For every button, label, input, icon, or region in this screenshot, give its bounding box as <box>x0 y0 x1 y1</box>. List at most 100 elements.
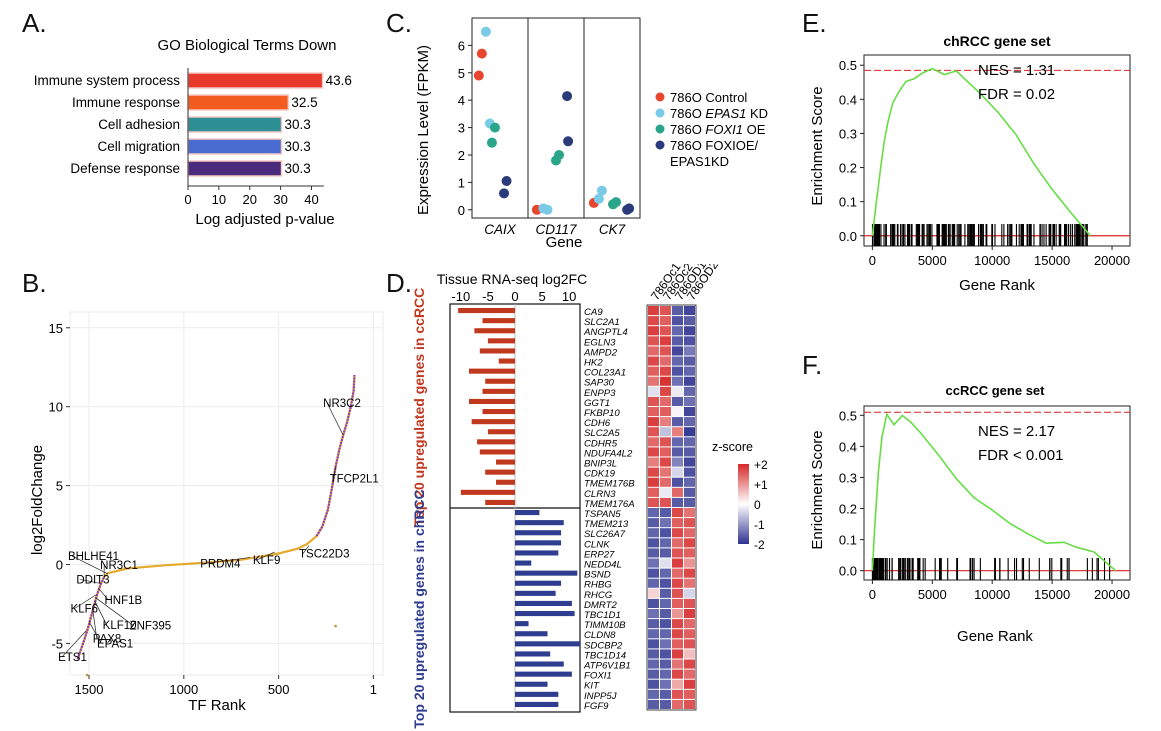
chart-d-heatmap-cell <box>648 619 659 629</box>
chart-d-heatmap-cell <box>648 639 659 649</box>
chart-d-heatmap-cell <box>684 447 695 457</box>
chart-a-category-label: Cell migration <box>97 139 180 154</box>
chart-d-heatmap-cell <box>684 679 695 689</box>
chart-c-legend-label: 786O FOXI1 OE <box>670 122 766 137</box>
chart-d-heatmap-cell <box>684 548 695 558</box>
chart-e-gsea: chRCC gene set 0.0 0.1 0.2 0.3 0.4 0.5 0 5000 10… <box>809 33 1131 294</box>
chart-d-bar-xtick-label: 10 <box>562 289 576 304</box>
chart-d-heatmap-cell <box>648 356 659 366</box>
chart-d-heatmap-cell <box>684 689 695 699</box>
chart-d-heatmap-cell <box>672 689 683 699</box>
chart-d-heatmap-cell <box>660 619 671 629</box>
chart-d-bar <box>485 499 515 505</box>
chart-c-category-label: CAIX <box>484 222 517 237</box>
chart-d-legend-tick: 0 <box>754 498 761 512</box>
chart-d-heatmap-cell <box>660 386 671 396</box>
chart-d-heatmap-cell <box>672 659 683 669</box>
chart-b-annotation-label: EPAS1 <box>97 638 133 650</box>
chart-e-ytick-label: 0.3 <box>839 126 857 141</box>
panel-label-c: C. <box>386 8 412 38</box>
chart-d-heatmap-cell <box>648 669 659 679</box>
chart-d-heatmap-cell <box>660 437 671 447</box>
chart-d-heatmap-cell <box>684 629 695 639</box>
chart-d-bar <box>515 651 551 657</box>
chart-d-bar <box>482 318 515 324</box>
chart-c-legend-label: 786O Control <box>670 90 747 105</box>
chart-f-ytick-label: 0.2 <box>839 502 857 517</box>
panel-label-f: F. <box>802 350 823 380</box>
chart-d-heatmap-cell <box>660 699 671 709</box>
chart-d-heatmap-cell <box>648 679 659 689</box>
chart-d-heatmap-cell <box>660 376 671 386</box>
chart-d-heatmap-cell <box>684 508 695 518</box>
chart-b-annotation-leader <box>204 557 251 564</box>
chart-b-annotation-leader <box>74 594 97 609</box>
chart-d-heatmap-cell <box>684 366 695 376</box>
chart-e-ytick-label: 0.1 <box>839 195 857 210</box>
chart-d-bar <box>515 560 532 566</box>
chart-d-heatmap-cell <box>660 639 671 649</box>
chart-d-heatmap-cell <box>684 568 695 578</box>
chart-d-heatmap-cell <box>684 487 695 497</box>
chart-d-bar <box>515 681 548 687</box>
chart-d-heatmap-cell <box>660 497 671 507</box>
chart-f-xtick-label: 10000 <box>974 587 1010 602</box>
chart-d-heatmap-cell <box>660 447 671 457</box>
chart-c-point <box>499 188 510 199</box>
chart-d-bar <box>487 429 515 435</box>
chart-c-legend-label: 786O EPAS1 KD <box>670 106 768 121</box>
chart-a-bar <box>187 160 283 177</box>
chart-d-heatmap-cell <box>648 336 659 346</box>
chart-b-ytick-label: 5 <box>56 479 63 494</box>
chart-d-legend-bar <box>738 464 749 544</box>
chart-d-heatmap-cell <box>684 699 695 709</box>
chart-a-xtick-label: 20 <box>243 192 257 207</box>
chart-d-bar <box>515 550 559 556</box>
chart-d-gene-label: COL23A1 <box>584 368 626 379</box>
chart-d-bar <box>479 348 515 354</box>
chart-d-gene-label: KIT <box>584 681 600 692</box>
chart-d-gene-label: CLDN8 <box>584 630 616 641</box>
chart-d-gene-label: RHBG <box>584 580 612 591</box>
chart-d-bar <box>515 621 529 627</box>
chart-d-heatmap-cell <box>672 417 683 427</box>
chart-b-annotation-label: TSC22D3 <box>299 549 350 561</box>
chart-d-gene-label: ENPP3 <box>584 388 616 399</box>
chart-c-point <box>542 204 553 215</box>
chart-d-heatmap-cell <box>648 609 659 619</box>
chart-d-legend-tick: -2 <box>754 538 765 552</box>
chart-d-heatmap-cell <box>672 558 683 568</box>
chart-d-heatmap-cell <box>648 528 659 538</box>
chart-b-annotation-leader <box>98 587 109 601</box>
chart-d-heatmap-cell <box>684 649 695 659</box>
chart-c-legend-label-part: KD <box>746 106 768 121</box>
chart-d-bar <box>515 661 564 667</box>
chart-b-ytick-label: 10 <box>49 400 63 415</box>
chart-b-ytick-label: 0 <box>56 558 63 573</box>
chart-c-point <box>624 203 635 214</box>
chart-b-annotation-leader <box>302 545 310 554</box>
chart-b-annotation-label: PRDM4 <box>200 558 241 570</box>
chart-d-heatmap-cell <box>672 437 683 447</box>
chart-d-heatmap-cell <box>684 417 695 427</box>
chart-c-ytick-label: 0 <box>458 203 465 218</box>
chart-d-heatmap-cell <box>672 326 683 336</box>
chart-d-group-label-down: Top 20 upregulated genes in chRCC <box>411 489 427 728</box>
chart-b-annotation-leader <box>88 621 102 644</box>
chart-f-title: ccRCC gene set <box>946 383 1046 398</box>
chart-d-heatmap-cell <box>672 447 683 457</box>
chart-d-heatmap-cell <box>672 467 683 477</box>
chart-b-annotation-label: TFCP2L1 <box>330 474 379 486</box>
chart-d-gene-label: INPP5J <box>584 691 617 702</box>
chart-d-heatmap-cell <box>660 467 671 477</box>
chart-d-gene-label: NDUFA4L2 <box>584 448 633 459</box>
chart-d-heatmap-cell <box>672 669 683 679</box>
chart-d-gene-label: CLRN3 <box>584 489 616 500</box>
chart-d-gene-label: BNIP3L <box>584 459 617 470</box>
chart-d-heatmap-cell <box>684 659 695 669</box>
chart-f-annotation: FDR < 0.001 <box>978 447 1063 464</box>
chart-b-ytick-label: -5 <box>51 636 63 651</box>
chart-c-legend-label-cont: EPAS1KD <box>670 154 729 169</box>
chart-d-heatmap-cell <box>648 376 659 386</box>
chart-c-point <box>480 26 491 37</box>
